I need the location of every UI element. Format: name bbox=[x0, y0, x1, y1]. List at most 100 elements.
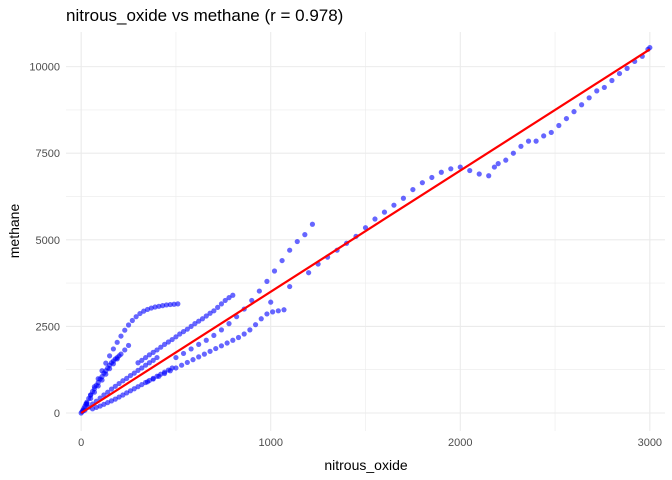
data-point bbox=[131, 370, 137, 376]
data-point bbox=[180, 350, 187, 357]
data-point bbox=[601, 84, 607, 91]
data-point bbox=[235, 334, 242, 341]
data-point bbox=[118, 351, 124, 357]
data-point bbox=[95, 376, 101, 382]
data-point bbox=[125, 322, 132, 328]
data-point bbox=[510, 150, 516, 156]
data-point bbox=[486, 173, 492, 179]
data-point bbox=[616, 70, 623, 77]
data-point bbox=[213, 345, 219, 352]
data-point bbox=[110, 346, 116, 352]
data-point bbox=[211, 308, 217, 314]
data-point bbox=[169, 336, 175, 343]
y-tick-label: 7500 bbox=[36, 148, 60, 160]
data-point bbox=[448, 166, 454, 172]
data-point bbox=[180, 328, 187, 335]
data-point bbox=[556, 122, 562, 129]
data-point bbox=[103, 360, 109, 366]
y-tick-label: 0 bbox=[54, 408, 60, 420]
data-point bbox=[173, 334, 179, 340]
data-point bbox=[146, 352, 153, 358]
data-point bbox=[139, 365, 145, 371]
data-point bbox=[150, 376, 156, 382]
data-point bbox=[252, 322, 259, 328]
regression-line bbox=[80, 48, 651, 414]
data-point bbox=[156, 373, 162, 379]
fit-line bbox=[80, 48, 651, 414]
data-point bbox=[116, 394, 122, 400]
y-tick-label: 10000 bbox=[29, 62, 60, 74]
data-point bbox=[438, 169, 444, 175]
data-point bbox=[158, 344, 164, 350]
data-point bbox=[135, 367, 141, 373]
data-point bbox=[143, 354, 149, 361]
data-point bbox=[144, 379, 151, 385]
data-point bbox=[190, 357, 196, 363]
data-point bbox=[125, 342, 132, 349]
data-point bbox=[287, 247, 293, 253]
data-point bbox=[218, 327, 225, 333]
data-point bbox=[541, 133, 547, 139]
data-point bbox=[218, 301, 225, 307]
x-tick-label: 3000 bbox=[638, 437, 662, 449]
data-point bbox=[533, 138, 539, 144]
data-point bbox=[196, 318, 202, 324]
data-point bbox=[258, 316, 264, 322]
data-point bbox=[270, 309, 276, 315]
data-point bbox=[177, 331, 183, 337]
y-axis-title: methane bbox=[6, 204, 22, 259]
data-point bbox=[287, 283, 293, 290]
data-point bbox=[271, 268, 278, 274]
data-point bbox=[429, 174, 435, 181]
data-point bbox=[163, 302, 170, 308]
data-point bbox=[165, 339, 171, 345]
data-point bbox=[249, 297, 255, 304]
data-point bbox=[309, 221, 316, 227]
data-point bbox=[563, 115, 570, 122]
data-point bbox=[188, 323, 194, 330]
data-point bbox=[154, 347, 160, 353]
data-point bbox=[110, 361, 116, 367]
data-point bbox=[226, 295, 232, 301]
data-point bbox=[143, 362, 149, 368]
data-point bbox=[84, 400, 90, 406]
data-point bbox=[226, 321, 232, 327]
chart-title: nitrous_oxide vs methane (r = 0.978) bbox=[66, 6, 344, 25]
data-point bbox=[91, 384, 98, 390]
data-point bbox=[294, 238, 300, 245]
data-point bbox=[400, 195, 407, 201]
data-point bbox=[108, 386, 115, 392]
data-point bbox=[135, 360, 141, 366]
data-point bbox=[302, 232, 308, 238]
data-point bbox=[268, 299, 274, 305]
scatter-points bbox=[78, 44, 653, 416]
data-point bbox=[476, 171, 482, 177]
data-point bbox=[594, 88, 600, 94]
data-point bbox=[279, 257, 285, 264]
data-point bbox=[91, 389, 98, 395]
data-point bbox=[146, 360, 153, 366]
data-point bbox=[161, 370, 168, 377]
data-point bbox=[275, 308, 281, 314]
data-point bbox=[203, 313, 209, 319]
data-point bbox=[196, 354, 202, 360]
data-point bbox=[491, 164, 497, 170]
data-point bbox=[381, 209, 388, 215]
grid-lines bbox=[66, 32, 665, 431]
data-point bbox=[391, 202, 397, 208]
data-point bbox=[118, 333, 124, 339]
y-tick-label: 5000 bbox=[36, 235, 60, 247]
data-point bbox=[167, 301, 173, 308]
data-point bbox=[230, 292, 236, 298]
data-point bbox=[256, 288, 262, 294]
data-point bbox=[99, 368, 105, 374]
data-point bbox=[106, 366, 113, 372]
data-point bbox=[192, 321, 198, 327]
data-point bbox=[372, 216, 378, 222]
data-point bbox=[150, 357, 156, 363]
data-point bbox=[201, 351, 207, 357]
data-point bbox=[137, 310, 143, 317]
data-point bbox=[578, 102, 585, 108]
data-point bbox=[106, 353, 113, 359]
data-point bbox=[548, 129, 554, 136]
